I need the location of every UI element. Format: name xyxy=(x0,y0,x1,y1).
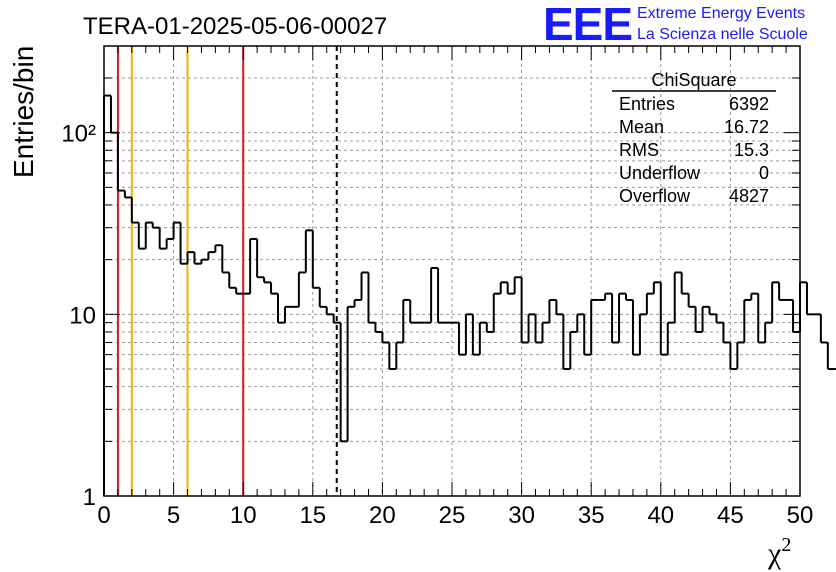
x-tick-label: 0 xyxy=(97,502,110,529)
x-axis-label-superscript: 2 xyxy=(781,534,791,556)
stats-label: RMS xyxy=(619,140,659,160)
eee-logo-line2: La Scienza nelle Scuole xyxy=(637,26,808,43)
stats-value: 0 xyxy=(759,163,769,183)
x-tick-label: 5 xyxy=(167,502,180,529)
y-tick-label: 10² xyxy=(61,121,96,148)
stats-label: Overflow xyxy=(619,186,691,206)
chart-title: TERA-01-2025-05-06-00027 xyxy=(83,13,387,40)
axis-ticks xyxy=(103,45,801,497)
stats-rows: Entries 6392 Mean 16.72 RMS 15.3 Underflow 0 Ove… xyxy=(619,94,769,206)
x-axis-label: χ2 xyxy=(767,534,791,570)
stats-value: 6392 xyxy=(729,94,769,114)
x-tick-label: 35 xyxy=(578,502,605,529)
y-tick-label: 10 xyxy=(69,302,96,329)
stats-value: 4827 xyxy=(729,186,769,206)
x-tick-label: 10 xyxy=(230,502,257,529)
stats-value: 16.72 xyxy=(724,117,769,137)
tick-labels: 0 5 10 15 20 25 30 35 40 45 50 1 10 10² xyxy=(61,121,813,529)
x-tick-label: 40 xyxy=(647,502,674,529)
stats-label: Entries xyxy=(619,94,675,114)
stats-box: ChiSquare Entries 6392 Mean 16.72 RMS 15.3 Und… xyxy=(612,70,776,206)
grid-layer xyxy=(104,46,800,496)
stats-value: 15.3 xyxy=(734,140,769,160)
x-tick-label: 50 xyxy=(787,502,814,529)
eee-logo-mark: EEE xyxy=(543,0,632,50)
x-tick-label: 20 xyxy=(369,502,396,529)
y-axis-label: Entries/bin xyxy=(8,46,39,178)
stats-label: Underflow xyxy=(619,163,701,183)
x-tick-label: 30 xyxy=(508,502,535,529)
eee-logo-line1: Extreme Energy Events xyxy=(637,5,805,22)
x-tick-label: 25 xyxy=(439,502,466,529)
stats-label: Mean xyxy=(619,117,664,137)
reference-lines xyxy=(116,46,338,496)
stats-title: ChiSquare xyxy=(651,70,736,90)
eee-logo: EEE Extreme Energy Events La Scienza nel… xyxy=(543,0,808,50)
y-tick-label: 1 xyxy=(83,484,96,511)
histogram-bins xyxy=(103,94,836,496)
x-tick-label: 15 xyxy=(299,502,326,529)
x-tick-label: 45 xyxy=(717,502,744,529)
